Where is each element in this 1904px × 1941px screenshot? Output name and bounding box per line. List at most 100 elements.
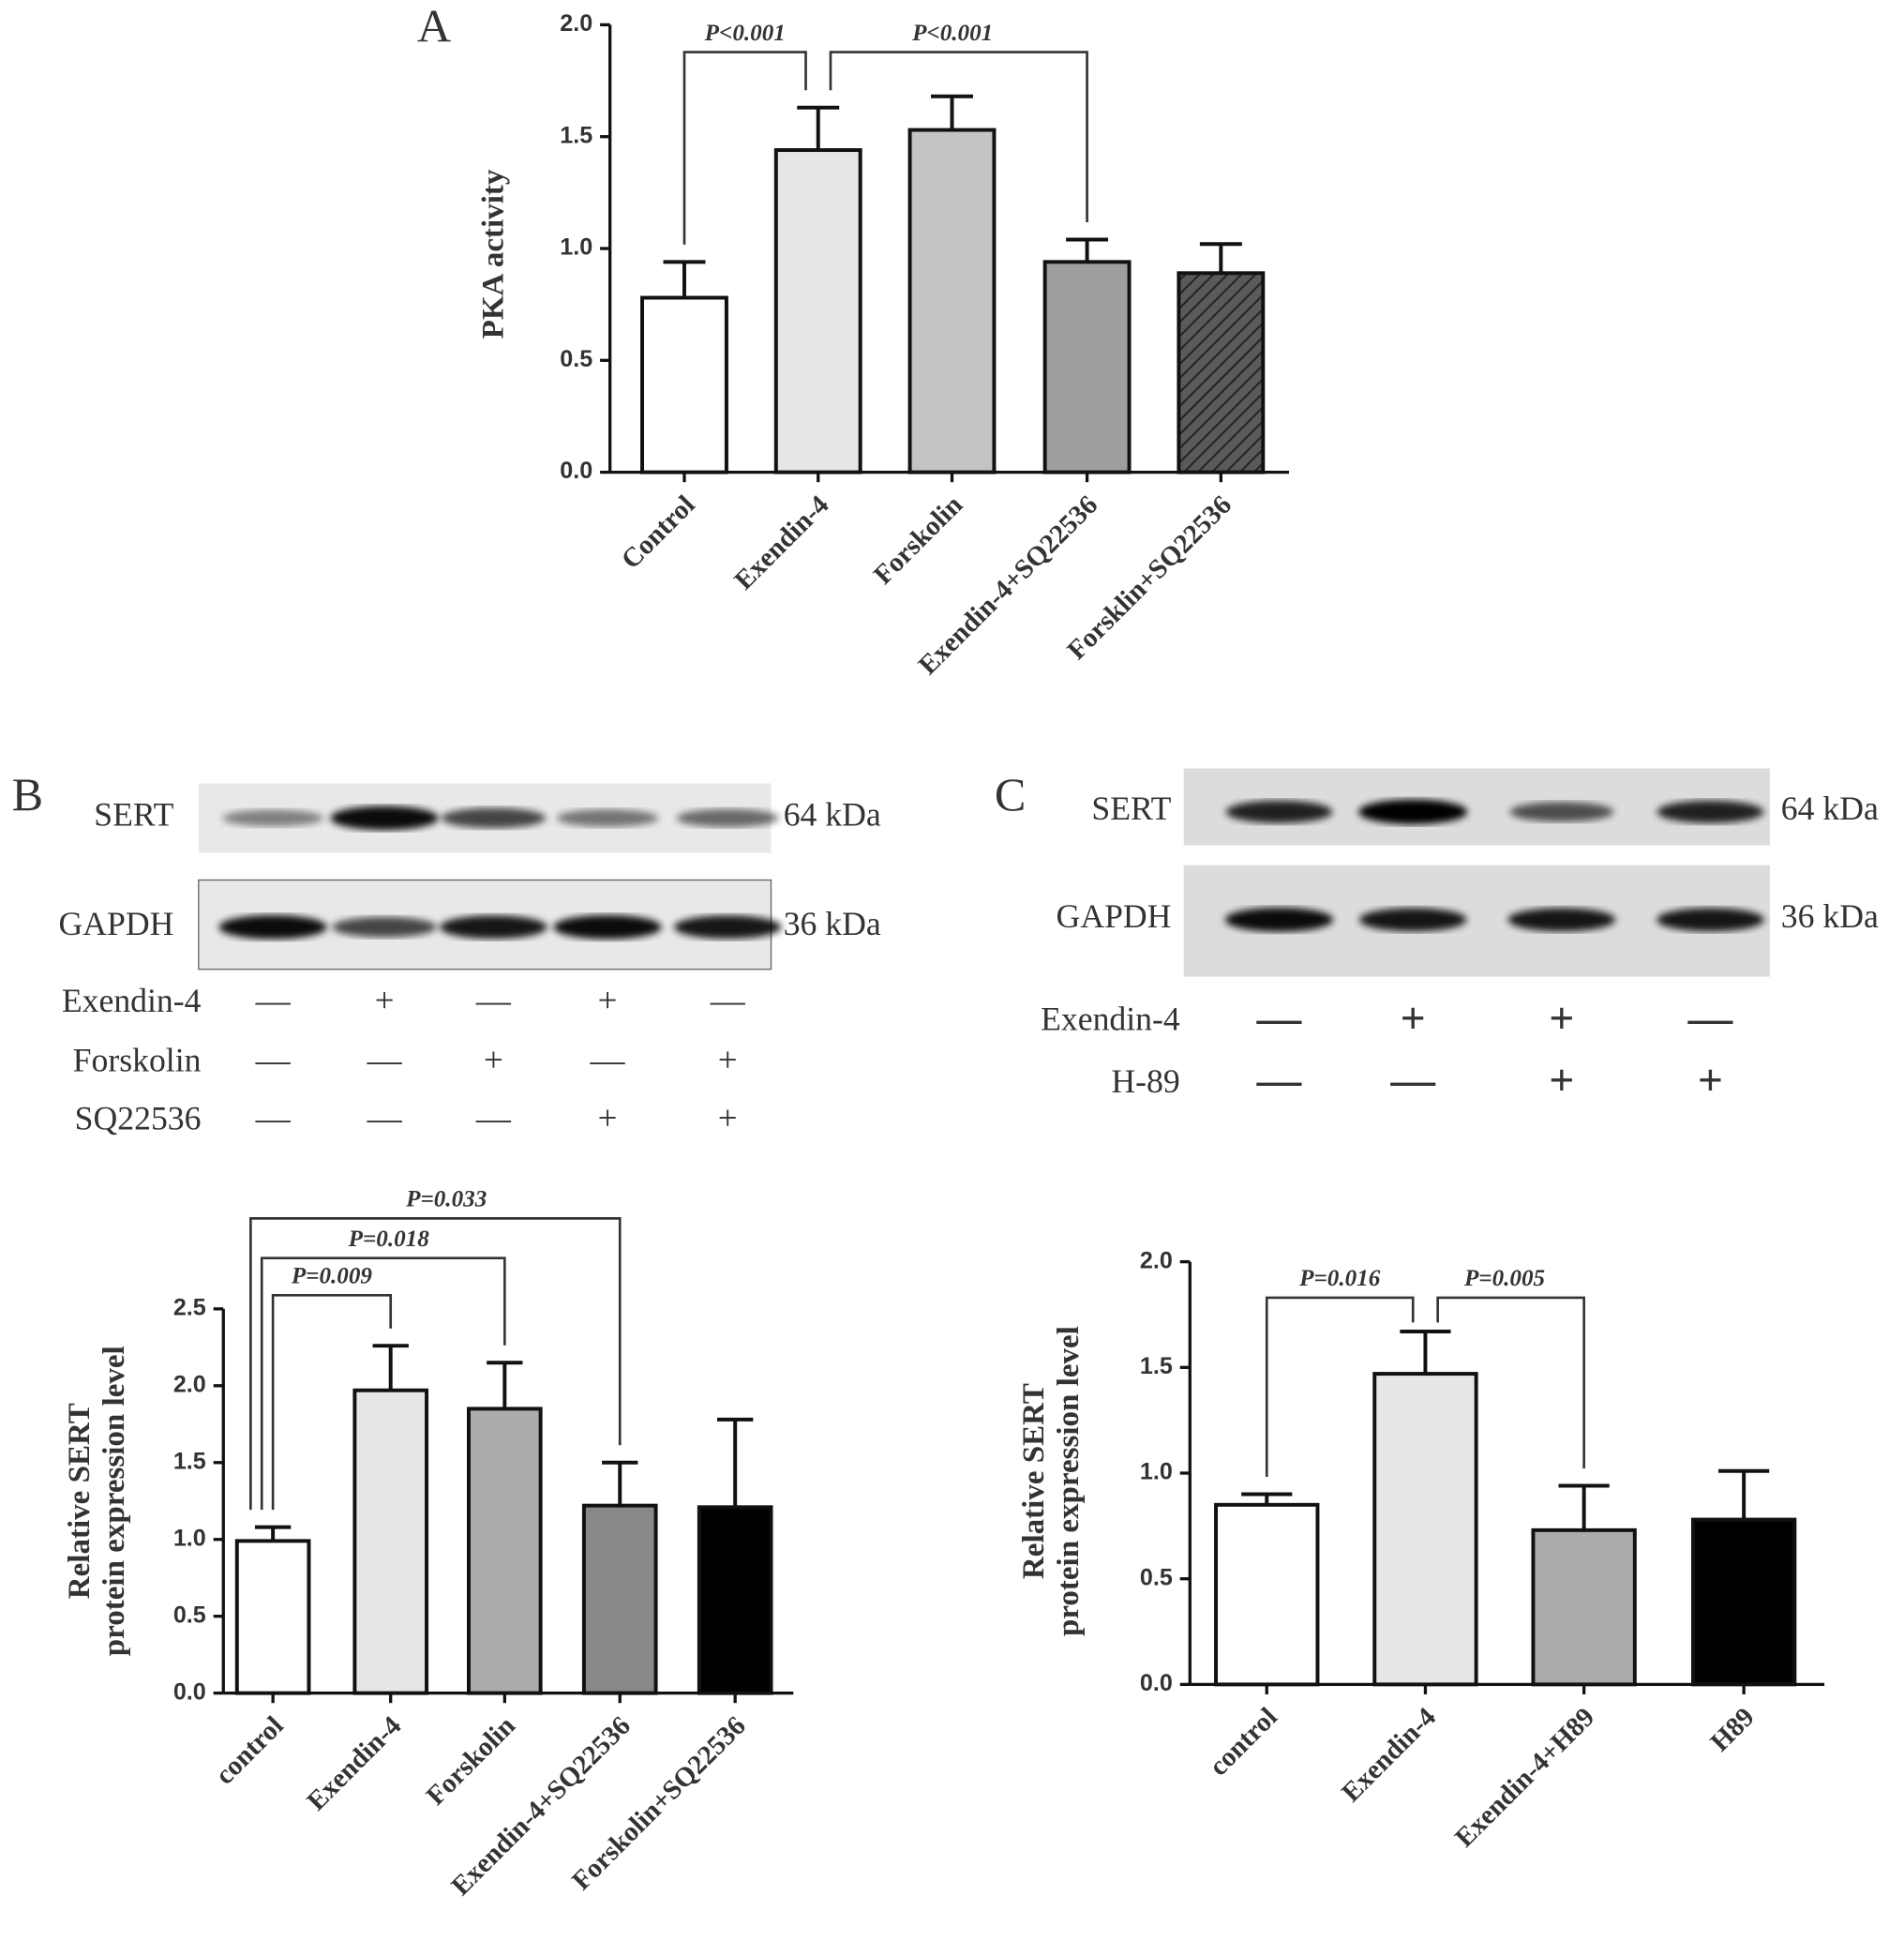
bar <box>234 1539 311 1695</box>
blot-band <box>553 914 662 940</box>
treatment-sign: — <box>255 1042 292 1080</box>
y-tick-label: 1.5 <box>173 1448 206 1474</box>
significance-bracket <box>249 1217 622 1511</box>
protein-label: GAPDH <box>1057 897 1172 935</box>
blot-band <box>441 807 547 829</box>
bar <box>773 148 862 474</box>
treatment-sign: + <box>1401 994 1426 1043</box>
significance-bracket <box>1265 1296 1415 1478</box>
blot-band <box>222 809 323 827</box>
bar <box>907 128 997 474</box>
blot-band <box>1657 800 1764 823</box>
blot-band <box>332 916 437 938</box>
x-tick-label: control <box>1204 1702 1283 1782</box>
y-tick-label: 0.5 <box>560 346 592 372</box>
significance-bracket <box>271 1294 393 1511</box>
blot-band <box>1657 908 1764 932</box>
y-tick-label: 0.0 <box>173 1678 206 1705</box>
panel-label: B <box>12 768 43 820</box>
blot-band <box>330 805 439 831</box>
blot-band <box>218 914 327 940</box>
treatment-sign: — <box>255 982 292 1020</box>
protein-label: GAPDH <box>58 905 173 942</box>
treatment-sign: — <box>590 1042 626 1080</box>
blot-band <box>1358 799 1468 825</box>
y-tick-label: 1.0 <box>1140 1459 1173 1485</box>
size-label: 64 kDa <box>1781 790 1879 827</box>
treatment-sign: + <box>1549 1057 1574 1106</box>
bar <box>1042 260 1132 474</box>
significance-label: P<0.001 <box>911 21 993 46</box>
bar <box>1372 1372 1478 1687</box>
treatment-sign: + <box>598 982 618 1020</box>
significance-bracket <box>1436 1296 1585 1469</box>
significance-bracket <box>682 51 807 245</box>
x-tick-label: Forskolin <box>421 1710 521 1811</box>
protein-label: SERT <box>94 796 173 834</box>
y-tick-label: 1.0 <box>173 1525 206 1551</box>
significance-label: P=0.016 <box>1298 1266 1381 1291</box>
significance-bracket <box>829 51 1088 222</box>
x-tick-label: control <box>210 1710 290 1790</box>
size-label: 36 kDa <box>784 905 881 942</box>
bar <box>1214 1502 1320 1687</box>
y-tick-label: 0.0 <box>560 458 592 484</box>
significance-label: P=0.005 <box>1463 1266 1545 1291</box>
x-tick-label: Exendin-4+H89 <box>1449 1702 1600 1853</box>
significance-label: P<0.001 <box>704 21 786 46</box>
y-tick-label: 0.0 <box>1140 1670 1173 1696</box>
y-tick-label: 0.5 <box>1140 1564 1173 1590</box>
y-tick-label: 2.0 <box>173 1371 206 1397</box>
bar <box>1531 1527 1637 1687</box>
bar <box>467 1407 543 1695</box>
panel-label: A <box>417 0 451 53</box>
treatment-label: Exendin-4 <box>1041 1001 1180 1038</box>
blot-band <box>1509 802 1614 822</box>
blot-band <box>1225 800 1333 823</box>
treatment-sign: + <box>1549 994 1574 1043</box>
y-axis-label: protein expression level <box>97 1346 131 1656</box>
treatment-label: Forskolin <box>73 1041 202 1078</box>
significance-label: P=0.033 <box>405 1187 487 1212</box>
treatment-sign: + <box>718 1042 738 1080</box>
treatment-label: H-89 <box>1111 1062 1179 1100</box>
blot-band <box>676 808 779 828</box>
treatment-sign: — <box>255 1100 292 1138</box>
y-tick-label: 2.0 <box>560 10 592 37</box>
blot-band <box>556 809 659 827</box>
protein-label: SERT <box>1091 790 1171 827</box>
treatment-sign: — <box>1256 994 1302 1043</box>
treatment-sign: + <box>1698 1057 1723 1106</box>
y-tick-label: 2.0 <box>1140 1247 1173 1273</box>
treatment-sign: — <box>710 982 746 1020</box>
bar <box>352 1388 429 1695</box>
bar <box>640 295 728 474</box>
y-tick-label: 1.0 <box>560 234 592 261</box>
x-tick-label: Control <box>616 489 701 575</box>
panel-label: C <box>995 768 1027 820</box>
y-axis-label: Relative SERT <box>63 1403 97 1599</box>
y-tick-label: 2.5 <box>173 1295 206 1321</box>
significance-label: P=0.018 <box>348 1226 430 1252</box>
treatment-sign: + <box>718 1100 738 1138</box>
y-axis-label: protein expression level <box>1052 1326 1086 1636</box>
significance-label: P=0.009 <box>291 1264 373 1289</box>
treatment-sign: + <box>375 982 395 1020</box>
treatment-label: SQ22536 <box>75 1099 202 1136</box>
treatment-sign: + <box>484 1042 503 1080</box>
treatment-sign: — <box>1687 994 1733 1043</box>
bar <box>697 1505 773 1695</box>
blot-band <box>673 915 782 940</box>
bar <box>581 1503 658 1695</box>
y-tick-label: 0.5 <box>173 1602 206 1628</box>
y-tick-label: 1.5 <box>560 122 592 148</box>
treatment-sign: — <box>1256 1057 1302 1106</box>
x-tick-label: Exendin-4 <box>1336 1702 1442 1808</box>
x-tick-label: Forskolin <box>868 489 968 590</box>
size-label: 36 kDa <box>1781 897 1879 935</box>
bar <box>1177 271 1266 474</box>
x-tick-label: Exendin-4 <box>301 1710 407 1816</box>
treatment-sign: — <box>1389 1057 1435 1106</box>
y-tick-label: 1.5 <box>1140 1353 1173 1379</box>
y-axis-label: Relative SERT <box>1017 1383 1051 1579</box>
